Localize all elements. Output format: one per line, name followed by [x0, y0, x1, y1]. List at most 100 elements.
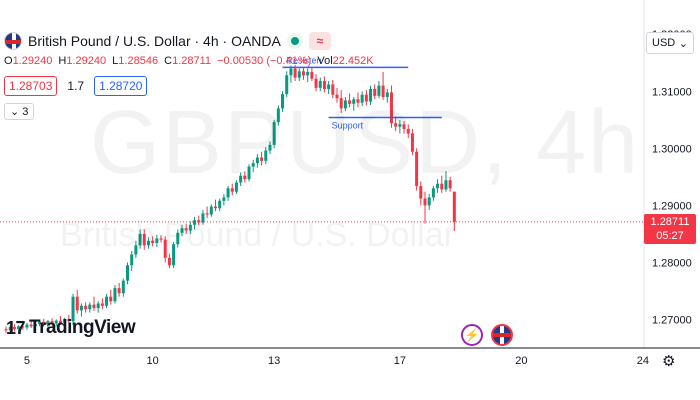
candle-body	[96, 303, 100, 309]
low-label: L	[112, 55, 119, 67]
candle-body	[42, 321, 46, 325]
volume-value: 22.452K	[332, 55, 374, 67]
candle-body	[243, 175, 247, 180]
event-flag-icon[interactable]	[491, 324, 513, 346]
candle	[398, 119, 402, 134]
candle-body	[88, 304, 92, 310]
candle	[381, 71, 385, 100]
gear-icon[interactable]: ⚙	[662, 353, 676, 370]
candle-body	[410, 133, 414, 152]
candle	[431, 185, 435, 201]
candle-body	[377, 85, 381, 96]
flag-gb-icon	[4, 32, 22, 50]
candle	[419, 181, 423, 206]
candle	[218, 198, 222, 212]
candle	[327, 81, 331, 95]
candle	[448, 176, 452, 192]
candle-body	[369, 88, 373, 102]
time-tick-label: 17	[394, 355, 406, 367]
candle	[142, 229, 146, 250]
candle-body	[364, 94, 368, 102]
candle-body	[209, 206, 213, 215]
bar-countdown: 05:27	[656, 229, 684, 242]
candle-body	[184, 228, 188, 231]
candle-body	[394, 123, 398, 127]
symbol-header[interactable]: British Pound / U.S. Dollar · 4h · OANDA…	[4, 32, 331, 50]
candle	[130, 251, 134, 271]
close-value: 1.28711	[172, 55, 212, 67]
candle-body	[193, 220, 197, 225]
candle-body	[335, 94, 339, 99]
candle	[21, 322, 25, 330]
time-tick-label: 13	[268, 355, 280, 367]
price-tick-label: 1.31000	[652, 86, 692, 98]
candle	[322, 76, 326, 93]
candle-body	[239, 175, 243, 183]
candle	[356, 92, 360, 108]
candle	[440, 175, 444, 193]
buy-button[interactable]: 1.28720	[94, 76, 148, 96]
candle	[109, 289, 113, 305]
candle-body	[247, 166, 251, 180]
open-value: 1.29240	[12, 55, 53, 67]
candle-body	[339, 98, 343, 109]
candle-body	[29, 324, 33, 327]
logo-text: TradingView	[29, 317, 136, 338]
indicators-toggle[interactable]: ⌄ 3	[4, 103, 35, 120]
candle-body	[151, 240, 155, 244]
symbol-title[interactable]: British Pound / U.S. Dollar · 4h · OANDA	[28, 33, 281, 49]
candle-body	[440, 183, 444, 190]
candle	[331, 79, 335, 99]
candle	[335, 87, 339, 103]
wave-icon[interactable]: ≈	[308, 32, 331, 50]
time-axis[interactable]: 5101317202427	[24, 355, 700, 367]
last-price-label: 1.28711 05:27	[644, 213, 696, 244]
candle-body	[176, 232, 180, 245]
candle-body	[276, 108, 280, 123]
candle-body	[285, 75, 289, 95]
candle-body	[38, 321, 42, 325]
candle-body	[8, 326, 12, 331]
candle	[146, 237, 150, 249]
candle-body	[46, 321, 50, 325]
candle-body	[180, 228, 184, 233]
candle-body	[121, 280, 125, 294]
sell-button[interactable]: 1.28703	[4, 76, 58, 96]
time-tick-label: 10	[147, 355, 159, 367]
annotations[interactable]: Resisten Support	[282, 55, 442, 131]
spread-value: 1.7	[67, 79, 85, 93]
candle-body	[264, 150, 268, 161]
candle	[373, 84, 377, 100]
candle-body	[167, 257, 171, 266]
candle	[310, 67, 314, 82]
candle-body	[448, 180, 452, 189]
candle	[63, 317, 67, 326]
candle-body	[272, 122, 276, 145]
candle	[247, 164, 251, 182]
candle-body	[234, 182, 238, 192]
currency-select[interactable]: USD ⌄	[646, 32, 694, 54]
candle	[188, 221, 192, 234]
candle	[8, 325, 12, 334]
candle-body	[109, 296, 113, 302]
candle	[88, 302, 92, 313]
bolt-icon[interactable]: ⚡	[461, 324, 483, 346]
candle-body	[327, 84, 331, 89]
tradingview-logo[interactable]: 17 TradingView	[6, 317, 136, 339]
candle	[268, 141, 272, 155]
candle	[410, 128, 414, 156]
candle	[230, 183, 234, 196]
candle	[159, 235, 163, 243]
time-tick-label: 20	[515, 355, 527, 367]
candle	[113, 285, 117, 304]
candle	[50, 318, 54, 326]
candle-body	[356, 99, 360, 103]
candle	[234, 180, 238, 194]
annotation-label: Resisten	[287, 55, 322, 65]
candle-body	[343, 100, 347, 109]
market-open-dot-icon[interactable]	[286, 33, 303, 49]
price-axis[interactable]: 1.320001.310001.300001.290001.280001.270…	[652, 29, 692, 326]
open-label: O	[4, 55, 13, 67]
candle-body	[360, 94, 364, 103]
